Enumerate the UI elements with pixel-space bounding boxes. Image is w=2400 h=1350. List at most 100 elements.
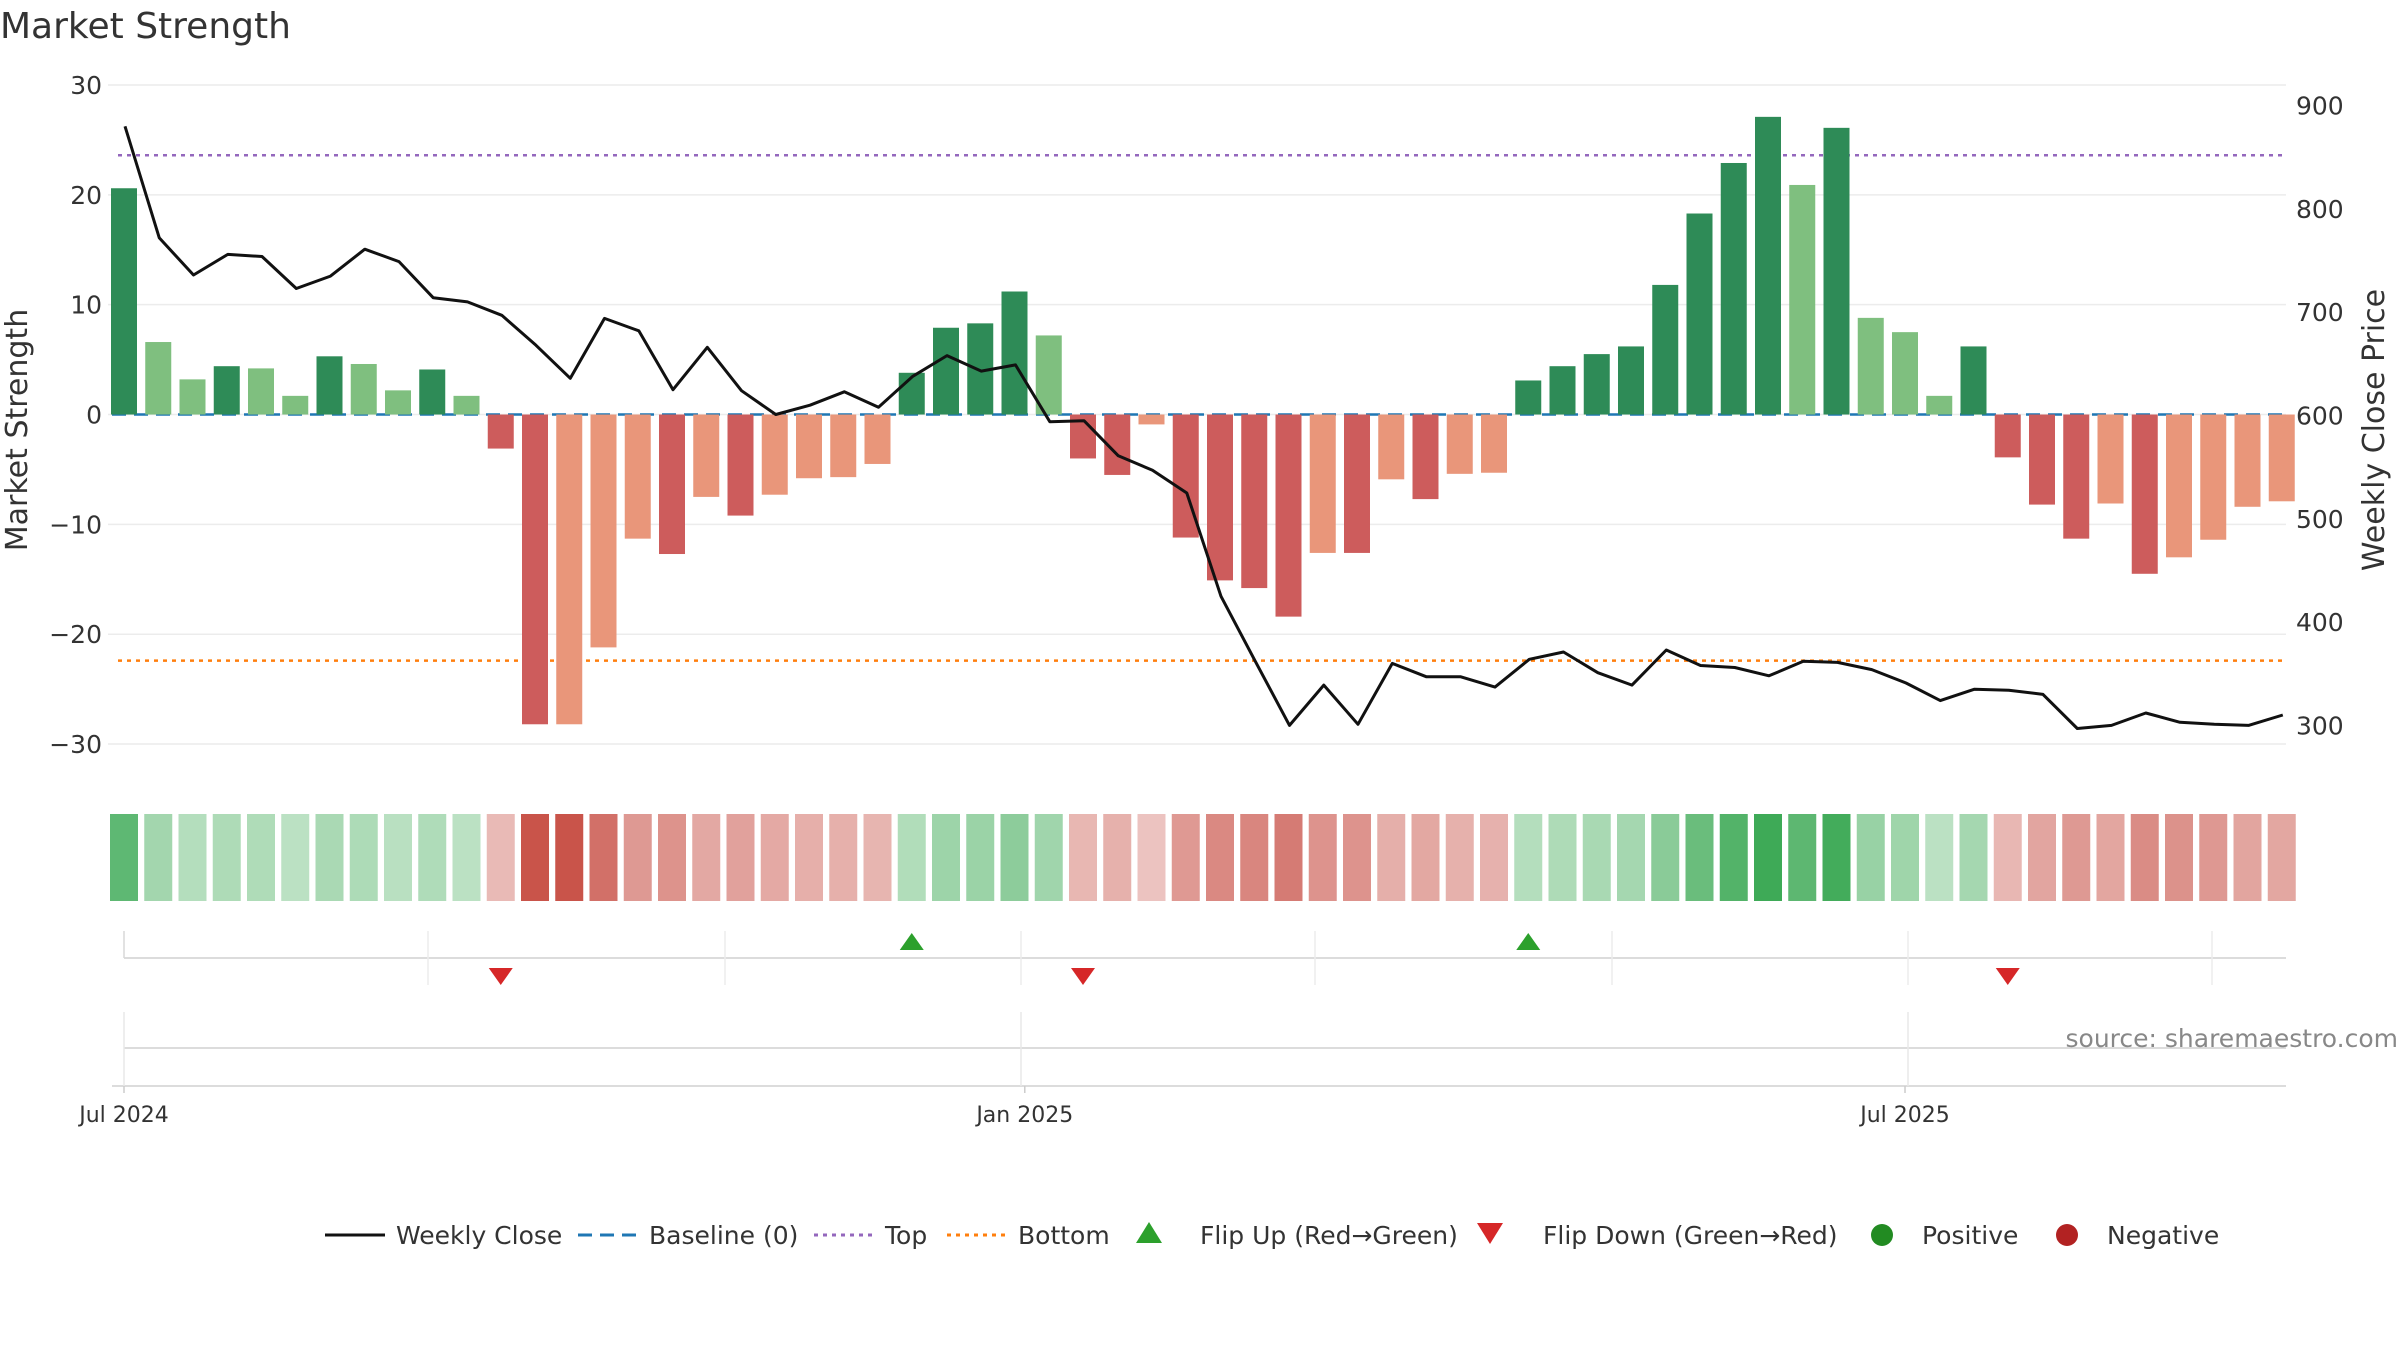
strength-bar	[590, 414, 617, 648]
legend-swatch-flip-down-icon	[1477, 1223, 1503, 1244]
strength-bar	[1755, 116, 1781, 415]
heat-cell	[1617, 814, 1645, 901]
heat-cell	[829, 814, 858, 901]
y-axis-ticks: 30 20 10 0 −10 −20 −30	[49, 71, 102, 759]
strength-bar	[1001, 291, 1028, 415]
strength-bar	[179, 379, 206, 415]
heat-cell	[486, 814, 515, 901]
strength-bar	[1618, 346, 1644, 415]
flip-down-marker-icon	[1071, 968, 1095, 985]
strength-bar	[1241, 414, 1268, 589]
heat-cell	[1651, 814, 1680, 901]
heat-cell	[1343, 814, 1371, 901]
y2-tick-label: 300	[2296, 711, 2344, 740]
strength-bar	[1515, 380, 1542, 415]
y2-tick-label: 900	[2296, 92, 2344, 121]
source-note: source: sharemaestro.com	[2066, 1024, 2399, 1053]
heat-cell	[1206, 814, 1234, 901]
chart-title: Market Strength	[0, 6, 291, 47]
heat-cell	[1993, 814, 2022, 901]
heat-cell	[1822, 814, 1851, 901]
strength-bar	[1412, 414, 1439, 500]
strength-bar	[1926, 395, 1953, 415]
strength-bar	[727, 414, 754, 516]
heat-cell	[1480, 814, 1508, 901]
strength-bar	[522, 414, 548, 725]
heat-cell	[281, 814, 310, 901]
heat-cell	[795, 814, 823, 901]
heat-cell	[452, 814, 481, 901]
weekly-close-series	[123, 125, 2284, 730]
strength-bar	[830, 414, 857, 478]
strength-bar	[1652, 284, 1679, 415]
strength-bar	[2029, 414, 2055, 505]
strength-bar	[796, 414, 822, 479]
heat-cell	[384, 814, 412, 901]
heat-cell	[178, 814, 207, 901]
legend-swatch-negative	[2056, 1224, 2078, 1246]
heat-cell	[1925, 814, 1954, 901]
heat-cell	[897, 814, 926, 901]
strength-bar	[1275, 414, 1302, 617]
strength-bar	[145, 342, 172, 415]
strength-bar	[248, 368, 274, 415]
strength-bar	[1207, 414, 1233, 581]
y-tick-label: 10	[70, 291, 102, 320]
x-axis-ticks: Jul 2024 Jan 2025 Jul 2025	[77, 1086, 1950, 1128]
heat-cell	[863, 814, 892, 901]
legend-swatch-flip-up-icon	[1136, 1222, 1162, 1243]
flip-markers-panel	[123, 931, 2286, 985]
heat-cell	[1034, 814, 1063, 901]
x-tick-label: Jul 2025	[1858, 1103, 1950, 1128]
heat-cell	[555, 814, 584, 901]
strength-bar	[2200, 414, 2227, 540]
heat-cell	[932, 814, 960, 901]
strength-bar	[1892, 332, 1918, 415]
strength-bar	[2166, 414, 2192, 558]
heat-cell	[144, 814, 173, 901]
heat-cell	[1445, 814, 1474, 901]
heat-cell	[658, 814, 686, 901]
heat-cell	[1959, 814, 1988, 901]
flip-down-marker-icon	[1995, 968, 2020, 985]
strength-bar	[1823, 127, 1850, 415]
strength-bar	[1481, 414, 1507, 473]
heat-cell	[2165, 814, 2193, 901]
flip-up-marker-icon	[1516, 933, 1541, 950]
heat-cell	[966, 814, 995, 901]
flip-up-marker-icon	[899, 933, 924, 950]
heat-cell	[2130, 814, 2159, 901]
heat-cell	[2062, 814, 2091, 901]
heat-cell	[726, 814, 755, 901]
strength-bar	[2097, 414, 2124, 504]
y2-tick-label: 600	[2296, 402, 2344, 431]
strength-bar	[659, 414, 685, 555]
strength-bar	[282, 395, 309, 415]
strength-heat-strip	[110, 814, 2296, 901]
heat-cell	[521, 814, 549, 901]
heat-cell	[1719, 814, 1748, 901]
dots-panel	[112, 1012, 2286, 1087]
strength-bar	[1446, 414, 1473, 474]
heat-cell	[1891, 814, 1919, 901]
legend-label-positive: Positive	[1922, 1221, 2018, 1250]
strength-bar	[1960, 346, 1987, 415]
legend-label-bottom: Bottom	[1018, 1221, 1110, 1250]
heat-cell	[1685, 814, 1714, 901]
heat-cell	[1582, 814, 1611, 901]
heat-cell	[1171, 814, 1200, 901]
strength-bar	[2234, 414, 2261, 507]
y-tick-label: −10	[49, 510, 102, 539]
y2-tick-label: 800	[2296, 195, 2344, 224]
strength-bar	[556, 414, 583, 725]
y2-tick-label: 500	[2296, 505, 2344, 534]
heat-cell	[1514, 814, 1543, 901]
strength-bar	[1789, 184, 1816, 415]
y-tick-label: −30	[49, 730, 102, 759]
strength-bar	[213, 366, 240, 415]
heat-cell	[247, 814, 275, 901]
heat-cell	[1137, 814, 1166, 901]
legend-label-flip-down: Flip Down (Green→Red)	[1543, 1221, 1838, 1250]
legend-label-flip-up: Flip Up (Red→Green)	[1200, 1221, 1458, 1250]
